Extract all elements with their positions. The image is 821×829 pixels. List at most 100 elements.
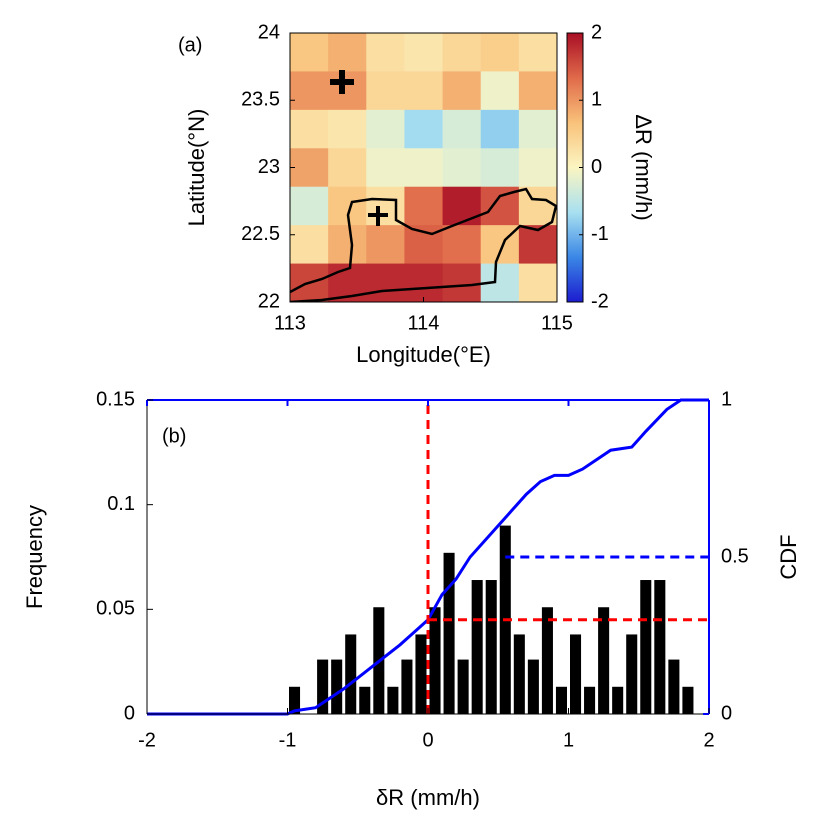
heatmap-cell <box>404 71 444 111</box>
bar <box>668 659 680 714</box>
x-tick-label: 113 <box>274 312 306 334</box>
heatmap-cell <box>366 263 405 303</box>
heatmap-cell <box>442 225 482 265</box>
heatmap-cell <box>366 71 405 111</box>
heatmap-cell <box>518 263 558 303</box>
heatmap-cell <box>404 148 444 188</box>
heatmap-cell <box>328 71 367 111</box>
colorbar-tick-label: 0 <box>591 156 602 178</box>
cdf-line <box>147 398 709 716</box>
heatmap-cell <box>404 33 444 72</box>
heatmap-cell <box>290 148 329 188</box>
heatmap-cell <box>328 33 367 72</box>
panel-label: (b) <box>162 425 186 447</box>
bar <box>555 686 567 714</box>
colorbar-tick-label: 2 <box>591 21 602 43</box>
bar <box>401 659 413 714</box>
heatmap-cell <box>290 186 329 226</box>
y-tick-label: 23 <box>258 156 280 178</box>
x-tick-label: 1 <box>563 729 574 751</box>
heatmap-cell <box>328 148 367 188</box>
heatmap-cell <box>442 263 482 303</box>
heatmap-cell <box>366 186 405 226</box>
heatmap-cell <box>518 225 558 265</box>
marker <box>368 206 388 226</box>
x-tick-label: 0 <box>422 729 433 751</box>
bar <box>640 580 652 714</box>
x-axis-label: Longitude(°E) <box>356 342 491 367</box>
heatmap-cell <box>480 148 520 188</box>
bar <box>584 686 596 714</box>
heatmap-cell <box>518 186 558 226</box>
heatmap-cell <box>442 71 482 111</box>
bar <box>415 634 427 714</box>
heatmap-cell <box>290 71 329 111</box>
marker <box>330 70 354 94</box>
colorbar-tick-label: -2 <box>591 290 609 312</box>
heatmap-cell <box>480 71 520 111</box>
bar <box>513 634 525 714</box>
bar <box>289 686 301 714</box>
heatmap-cell <box>480 33 520 72</box>
heatmap-cell <box>518 109 558 149</box>
x-axis-label: δR (mm/h) <box>376 785 480 810</box>
panel-label: (a) <box>178 34 202 56</box>
bar <box>345 634 357 714</box>
heatmap-cell <box>518 71 558 111</box>
heatmap-cell <box>366 225 405 265</box>
x-tick-label: -1 <box>279 729 297 751</box>
heatmap-cell <box>404 186 444 226</box>
y-tick-label: 0.05 <box>96 598 135 620</box>
bar <box>541 607 553 714</box>
heatmap-cell <box>404 109 444 149</box>
heatmap-cell <box>366 148 405 188</box>
bar <box>429 607 441 714</box>
y-tick-label: 22 <box>258 290 280 312</box>
bar <box>654 580 666 714</box>
heatmap-cell <box>404 263 444 303</box>
bar <box>527 659 539 714</box>
bar <box>612 686 624 714</box>
y2-axis-label: CDF <box>776 534 801 579</box>
y-tick-label: 0.15 <box>96 388 135 410</box>
heatmap-cell <box>442 186 482 226</box>
bar <box>682 686 694 714</box>
heatmap-cell <box>290 33 329 72</box>
heatmap-cell <box>442 148 482 188</box>
y-tick-label: 0 <box>124 702 135 724</box>
colorbar-tick-label: 1 <box>591 89 602 111</box>
x-tick-label: 115 <box>541 312 573 334</box>
y-tick-label: 24 <box>258 21 280 43</box>
bar <box>457 659 469 714</box>
bar <box>626 634 638 714</box>
heatmap-cell <box>328 109 367 149</box>
x-tick-label: 114 <box>408 312 440 334</box>
bar <box>598 607 610 714</box>
y2-tick-label: 1 <box>721 388 732 410</box>
y-tick-label: 22.5 <box>241 223 280 245</box>
heatmap-cell <box>366 109 405 149</box>
heatmap-cell <box>328 225 367 265</box>
heatmap-cell <box>290 225 329 265</box>
x-tick-label: 2 <box>703 729 714 751</box>
y-axis-label: Latitude(°N) <box>184 109 209 227</box>
bar <box>471 580 483 714</box>
heatmap-cell <box>290 109 329 149</box>
y2-tick-label: 0 <box>721 702 732 724</box>
heatmap-cell <box>366 33 405 72</box>
bar <box>443 552 455 714</box>
bar <box>570 634 582 714</box>
bar <box>359 686 371 714</box>
y-tick-label: 23.5 <box>241 89 280 111</box>
heatmap-cell <box>518 33 558 72</box>
bar <box>387 686 399 714</box>
colorbar-label: ΔR (mm/h) <box>631 114 656 220</box>
y2-tick-label: 0.5 <box>721 545 749 567</box>
heatmap-cell <box>518 148 558 188</box>
heatmap-cell <box>480 109 520 149</box>
x-tick-label: -2 <box>138 729 156 751</box>
coastline <box>290 187 557 302</box>
colorbar-tick-label: -1 <box>591 223 609 245</box>
bar <box>331 659 343 714</box>
